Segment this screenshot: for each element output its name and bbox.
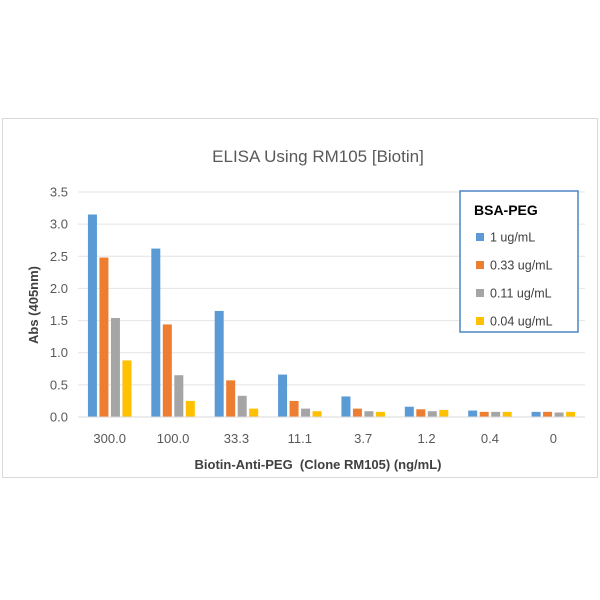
legend-swatch [476, 233, 484, 241]
y-tick-label: 3.5 [50, 185, 68, 200]
bars [87, 214, 576, 417]
bar [427, 411, 437, 417]
x-axis-label: Biotin-Anti-PEG (Clone RM105) (ng/mL) [195, 457, 442, 472]
legend-item-label: 0.04 ug/mL [490, 315, 553, 329]
bar [491, 411, 501, 417]
bar [122, 360, 132, 417]
legend-item-label: 1 ug/mL [490, 231, 535, 245]
y-axis-label: Abs (405nm) [26, 266, 41, 344]
bar [312, 411, 322, 417]
bar [278, 374, 288, 417]
bar [502, 411, 512, 417]
bar [301, 408, 311, 417]
x-tick-label: 11.1 [288, 431, 312, 446]
x-tick-label: 300.0 [93, 431, 126, 446]
bar [468, 410, 478, 417]
legend: BSA-PEG 1 ug/mL 0.33 ug/mL 0.11 ug/mL 0.04 … [459, 190, 579, 333]
bar [289, 400, 299, 417]
x-tick-label: 33.3 [224, 431, 249, 446]
bar [87, 214, 97, 417]
y-tick-label: 2.0 [50, 281, 68, 296]
bar [110, 318, 120, 417]
bar [439, 409, 449, 417]
bar [214, 310, 224, 417]
bar [341, 396, 351, 417]
bar [352, 408, 362, 417]
x-tick-label: 1.2 [418, 431, 436, 446]
legend-item-label: 0.11 ug/mL [490, 287, 552, 301]
bar [375, 411, 385, 417]
x-tick-label: 0.4 [481, 431, 499, 446]
legend-title: BSA-PEG [474, 202, 538, 218]
y-tick-label: 3.0 [50, 217, 68, 232]
legend-swatch [476, 261, 484, 269]
bar [404, 406, 414, 417]
bar [237, 395, 247, 417]
y-axis-ticks: 0.0 0.5 1.0 1.5 2.0 2.5 3.0 3.5 [50, 185, 68, 425]
bar [226, 380, 236, 417]
x-tick-label: 3.7 [354, 431, 372, 446]
bar [151, 248, 161, 417]
bar [554, 412, 564, 417]
y-tick-label: 2.5 [50, 249, 68, 264]
x-tick-label: 0 [550, 431, 557, 446]
legend-swatch [476, 289, 484, 297]
x-tick-label: 100.0 [157, 431, 190, 446]
legend-item-label: 0.33 ug/mL [490, 259, 553, 273]
chart-title: ELISA Using RM105 [Biotin] [212, 147, 424, 166]
bar [416, 409, 426, 417]
bar [162, 324, 172, 417]
legend-items: 1 ug/mL 0.33 ug/mL 0.11 ug/mL 0.04 ug/mL [476, 231, 553, 329]
bar [543, 411, 553, 417]
x-axis-ticks: 300.0 100.0 33.3 11.1 3.7 1.2 0.4 0 [93, 431, 557, 446]
legend-swatch [476, 317, 484, 325]
bar [364, 411, 374, 417]
y-tick-label: 1.5 [50, 313, 68, 328]
y-tick-label: 1.0 [50, 345, 68, 360]
bar [185, 400, 195, 417]
bar [174, 375, 184, 417]
bar [249, 408, 259, 417]
y-tick-label: 0.0 [50, 410, 68, 425]
bar [479, 411, 489, 417]
y-tick-label: 0.5 [50, 377, 68, 392]
bar [531, 411, 541, 417]
bar [566, 411, 576, 417]
bar [99, 257, 109, 417]
